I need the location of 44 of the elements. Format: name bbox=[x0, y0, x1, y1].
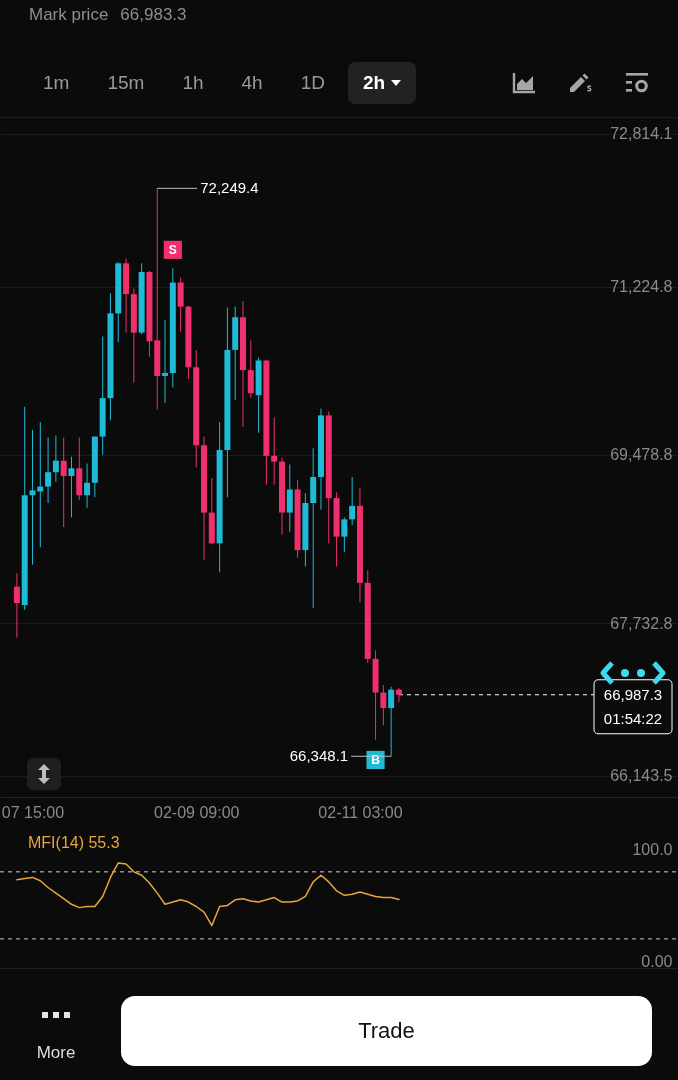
candlestick bbox=[84, 463, 91, 509]
candlestick bbox=[380, 684, 387, 726]
y-tick-label: 72,814.1 bbox=[610, 125, 673, 143]
candlestick bbox=[60, 437, 67, 528]
y-tick-label: 69,478.8 bbox=[610, 446, 673, 464]
y-tick-label: 100.0 bbox=[632, 840, 673, 858]
ref-line-label: 66,987.3 bbox=[603, 685, 663, 703]
text: 1h bbox=[182, 71, 204, 95]
data-label: S bbox=[168, 242, 177, 257]
annotation: 01:54:22 bbox=[603, 709, 663, 727]
annotation: 66,348.1 bbox=[289, 747, 349, 765]
text: 1m bbox=[43, 71, 70, 95]
series-label: MFI(14) 55.3 bbox=[28, 834, 120, 851]
candlestick bbox=[341, 516, 348, 553]
text: 15m bbox=[107, 71, 145, 95]
x-tick-label: 02-09 09:00 bbox=[154, 803, 240, 821]
candlestick bbox=[45, 437, 52, 504]
button: Trade bbox=[121, 996, 652, 1066]
x-tick-label: 07 15:00 bbox=[1, 803, 65, 821]
text: 66,983.3 bbox=[120, 5, 187, 24]
candlestick bbox=[52, 435, 59, 483]
candlestick bbox=[162, 319, 169, 404]
candlestick bbox=[349, 476, 356, 526]
candlestick bbox=[395, 687, 402, 703]
data-label: B bbox=[371, 752, 381, 767]
line-series bbox=[16, 862, 400, 927]
text: 1D bbox=[300, 71, 325, 95]
candlestick bbox=[68, 456, 75, 518]
text: Mark price bbox=[29, 5, 109, 24]
candlestick bbox=[388, 686, 395, 757]
candlestick bbox=[271, 416, 278, 486]
text: More bbox=[36, 1043, 76, 1062]
candlestick bbox=[286, 463, 293, 533]
candlestick bbox=[29, 429, 36, 566]
y-tick-label: 71,224.8 bbox=[610, 278, 673, 296]
candlestick bbox=[247, 339, 254, 399]
text: 2h bbox=[362, 71, 386, 95]
x-tick-label: 02-11 03:00 bbox=[318, 803, 403, 821]
y-tick-label: 66,143.5 bbox=[610, 767, 673, 785]
y-tick-label: 67,732.8 bbox=[610, 614, 673, 632]
y-tick-label: 0.00 bbox=[641, 952, 673, 970]
candlestick bbox=[13, 572, 20, 639]
text: 4h bbox=[241, 71, 263, 95]
annotation: 72,249.4 bbox=[200, 179, 259, 197]
